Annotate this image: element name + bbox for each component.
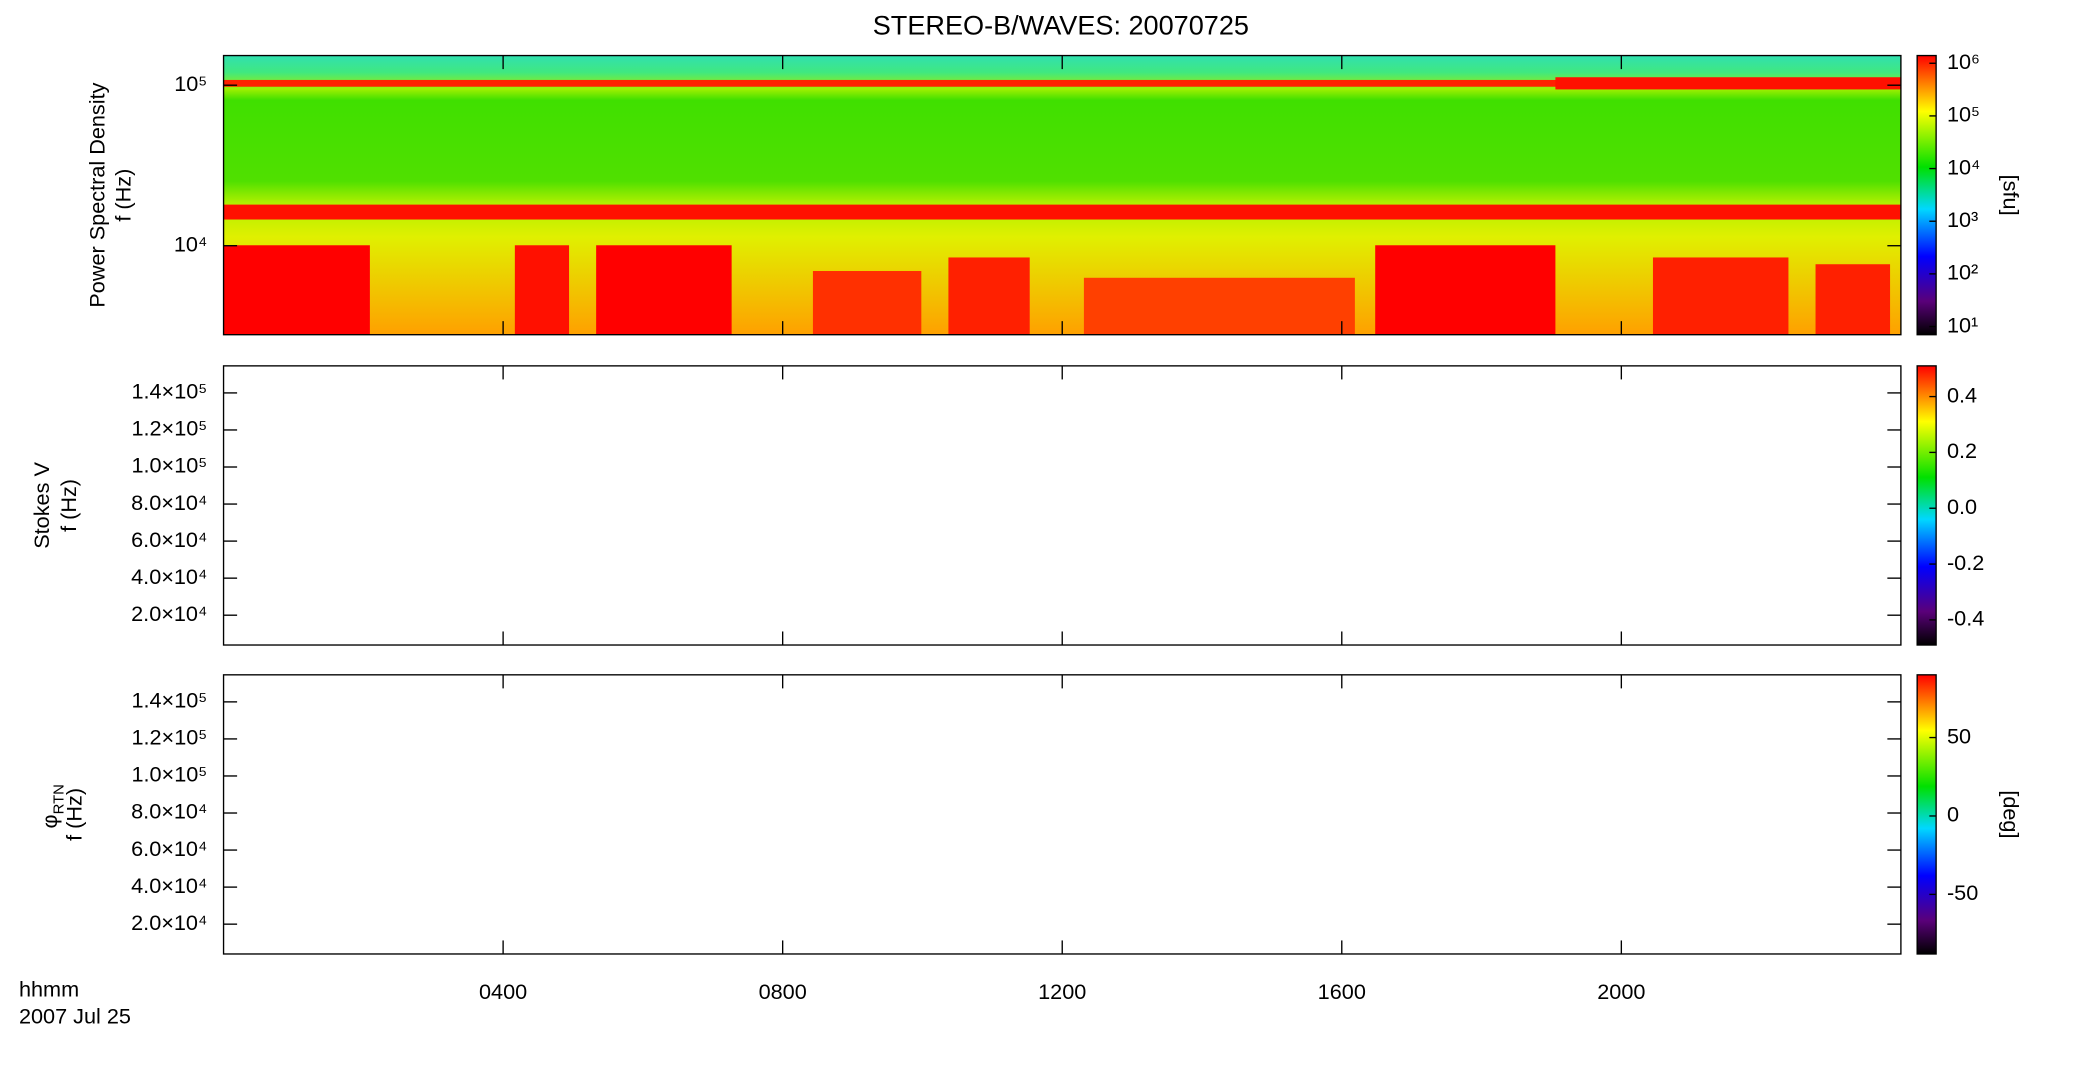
x-axis-label: hhmm [19, 976, 79, 1001]
colorbar-tick-label: -50 [1947, 880, 1978, 905]
y-tick-label: 1.2×10⁵ [131, 416, 207, 441]
y-tick-label: 10⁴ [174, 231, 207, 256]
colorbar [1917, 55, 1937, 335]
plot-frame [222, 365, 1902, 646]
colorbar-frame [1916, 54, 1937, 336]
y-tick-label: 10⁵ [174, 71, 207, 96]
colorbar-tick-label: 10³ [1947, 207, 1978, 232]
y-tick-label: 4.0×10⁴ [131, 873, 207, 898]
colorbar-tick-label: 10² [1947, 260, 1978, 285]
colorbar-tick-label: -0.4 [1947, 606, 1984, 631]
colorbar-tick-label: 10⁴ [1947, 154, 1980, 179]
x-tick-label: 2000 [1597, 979, 1645, 1004]
colorbar-frame [1916, 365, 1937, 646]
colorbar-frame [1916, 674, 1937, 955]
y-tick-label: 1.4×10⁵ [131, 688, 207, 713]
y-axis-label: f (Hz) [56, 479, 81, 532]
y-axis-label: φ [37, 814, 62, 828]
y-tick-label: 1.4×10⁵ [131, 379, 207, 404]
y-axis-label-sub: RTN [52, 784, 68, 814]
colorbar-label: [deg] [1999, 790, 2024, 838]
colorbar-tick-label: 0.4 [1947, 382, 1977, 407]
colorbar-tick-label: 0.2 [1947, 438, 1977, 463]
chart-title: STEREO-B/WAVES: 20070725 [873, 9, 1249, 40]
y-tick-label: 8.0×10⁴ [131, 490, 207, 515]
y-tick-label: 1.0×10⁵ [131, 762, 207, 787]
x-axis-date: 2007 Jul 25 [19, 1003, 131, 1028]
y-tick-label: 4.0×10⁴ [131, 564, 207, 589]
y-tick-label: 1.2×10⁵ [131, 725, 207, 750]
y-axis-label: Stokes V [29, 462, 54, 549]
y-tick-label: 2.0×10⁴ [131, 601, 207, 626]
y-axis-label: f (Hz) [62, 788, 87, 841]
x-tick-label: 0400 [479, 979, 527, 1004]
colorbar [1917, 365, 1937, 646]
spectrogram-image [223, 55, 1901, 335]
x-tick-label: 1600 [1318, 979, 1366, 1004]
y-axis-label: f (Hz) [110, 169, 135, 222]
colorbar-tick-label: 10¹ [1947, 312, 1978, 337]
colorbar-tick-label: 10⁶ [1947, 49, 1980, 74]
y-tick-label: 8.0×10⁴ [131, 799, 207, 824]
plot-frame [222, 674, 1902, 955]
y-tick-label: 2.0×10⁴ [131, 910, 207, 935]
x-tick-label: 0800 [759, 979, 807, 1004]
colorbar-tick-label: -0.2 [1947, 550, 1984, 575]
colorbar-tick-label: 0 [1947, 802, 1959, 827]
y-tick-label: 1.0×10⁵ [131, 453, 207, 478]
colorbar-tick-label: 10⁵ [1947, 102, 1980, 127]
x-tick-label: 1200 [1038, 979, 1086, 1004]
y-tick-label: 6.0×10⁴ [131, 527, 207, 552]
colorbar [1917, 674, 1937, 954]
y-axis-label: Power Spectral Density [85, 82, 110, 307]
y-tick-label: 6.0×10⁴ [131, 836, 207, 861]
colorbar-tick-label: 0.0 [1947, 494, 1977, 519]
colorbar-label: [sfu] [1999, 175, 2024, 216]
colorbar-tick-label: 50 [1947, 723, 1971, 748]
